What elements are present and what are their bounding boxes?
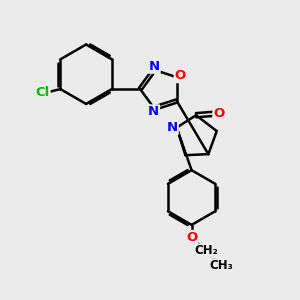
Text: O: O [213,107,225,120]
Text: O: O [175,69,186,82]
Text: N: N [167,121,178,134]
Text: N: N [148,105,159,119]
Text: CH₂: CH₂ [194,244,218,257]
Text: N: N [148,60,160,73]
Text: CH₃: CH₃ [209,259,233,272]
Text: Cl: Cl [35,85,50,98]
Text: O: O [186,231,197,244]
